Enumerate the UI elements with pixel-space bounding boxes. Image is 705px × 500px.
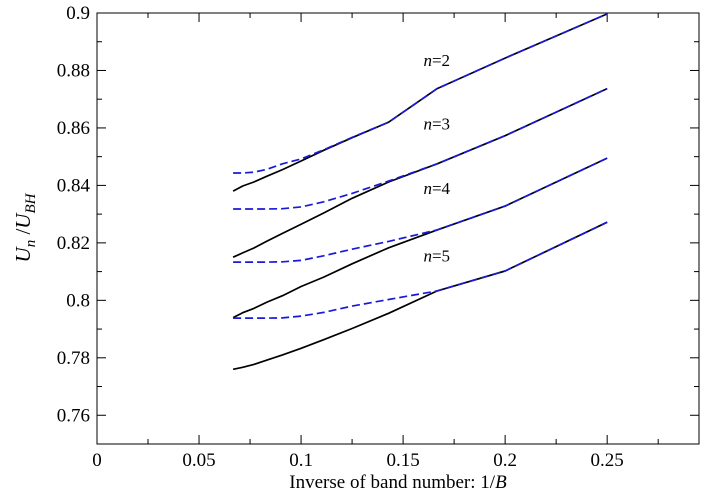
y-tick-label: 0.9 xyxy=(66,3,90,24)
x-tick-label: 0 xyxy=(92,450,102,471)
y-tick-label: 0.84 xyxy=(57,175,91,196)
x-axis-title: Inverse of band number: 1/B xyxy=(289,472,507,493)
axis-ticks xyxy=(96,12,699,444)
y-tick-label: 0.78 xyxy=(57,348,90,369)
x-tick-label: 0.05 xyxy=(182,450,215,471)
plot-frame xyxy=(96,12,700,445)
series-label: n=2 xyxy=(423,51,450,70)
y-tick-label: 0.76 xyxy=(57,405,90,426)
series-line-dashed xyxy=(233,13,608,174)
series-line-dashed xyxy=(233,221,608,319)
series-annotations: n=2 n=3 n=4 n=5 xyxy=(423,51,450,265)
x-tick-label: 0.25 xyxy=(591,450,624,471)
series-label: n=4 xyxy=(423,179,450,198)
x-tick-label: 0.2 xyxy=(493,450,517,471)
series-label: n=3 xyxy=(423,114,450,133)
y-tick-labels: 0.76 0.78 0.8 0.82 0.84 0.86 0.88 0.9 xyxy=(57,3,91,426)
series-line-solid xyxy=(232,13,608,192)
series-line-solid xyxy=(232,157,608,319)
series-line-solid xyxy=(232,221,608,371)
y-tick-label: 0.82 xyxy=(57,233,90,254)
y-tick-label: 0.88 xyxy=(57,60,90,81)
series-line-dashed xyxy=(233,157,608,263)
x-tick-labels: 0 0.05 0.1 0.15 0.2 0.25 xyxy=(92,450,624,471)
y-tick-label: 0.86 xyxy=(57,118,90,139)
x-tick-label: 0.15 xyxy=(386,450,419,471)
series-line-solid xyxy=(232,87,608,258)
y-tick-label: 0.8 xyxy=(66,290,90,311)
x-tick-label: 0.1 xyxy=(289,450,313,471)
series-group xyxy=(232,13,608,371)
series-label: n=5 xyxy=(423,247,450,266)
y-axis-title: Un /UBH xyxy=(11,192,39,262)
series-line-dashed xyxy=(233,87,608,210)
